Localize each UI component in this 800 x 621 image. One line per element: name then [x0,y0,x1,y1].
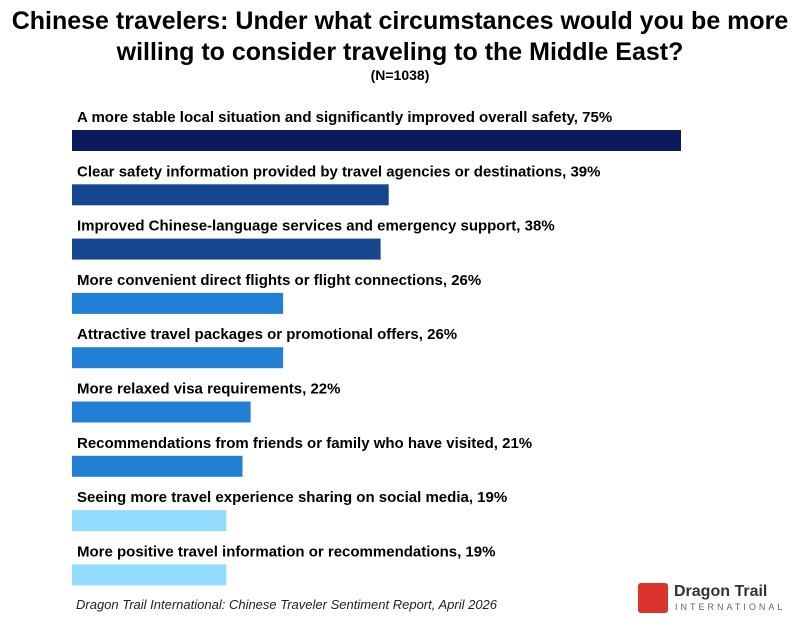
bar-label: Improved Chinese-language services and e… [77,218,555,235]
bar-label: Seeing more travel experience sharing on… [77,489,507,506]
bar [72,401,251,423]
bar-label: Clear safety information provided by tra… [77,163,601,180]
chart-subtitle: (N=1038) [370,67,430,83]
bar-label: More relaxed visa requirements, 22% [77,381,340,398]
dragon-trail-logo: Dragon Trail INTERNATIONAL [638,583,782,617]
bar [72,184,389,206]
bar [72,292,284,314]
logo-seal-icon [638,583,668,613]
bar-label: More convenient direct flights or flight… [77,272,481,289]
bar [72,130,681,151]
bar [72,455,243,477]
bar [72,564,227,586]
bar-label: A more stable local situation and signif… [77,109,612,126]
source-note: Dragon Trail International: Chinese Trav… [76,597,498,612]
logo-subtitle: INTERNATIONAL [675,602,786,612]
bar [72,238,381,260]
bar-label: More positive travel information or reco… [77,543,495,560]
bar-label: Attractive travel packages or promotiona… [77,326,457,343]
bar [72,347,284,369]
bar [72,510,227,532]
logo-name: Dragon Trail [674,583,768,600]
chart-title: Chinese travelers: Under what circumstan… [11,7,789,66]
bar-label: Recommendations from friends or family w… [77,435,532,452]
